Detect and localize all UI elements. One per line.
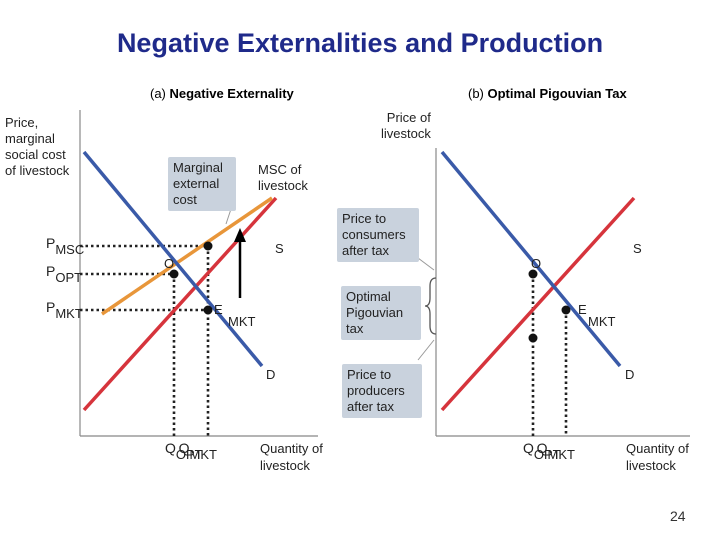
panel-b-demand-curve — [440, 150, 622, 368]
panel-b-e-point — [561, 305, 571, 315]
panel-a-p-mkt-label: PMKT — [46, 299, 83, 321]
panel-b-producer-price-point — [528, 333, 538, 343]
panel-a-subtitle-bold: Negative Externality — [169, 86, 294, 101]
panel-a-e-label: E — [214, 302, 223, 317]
slide-title: Negative Externalities and Production — [116, 28, 604, 58]
panel-b-subtitle: (b) Optimal Pigouvian Tax — [468, 86, 627, 101]
panel-b-y-axis-label: Price of livestock — [381, 110, 431, 142]
panel-a-supply-label: S — [275, 241, 284, 256]
panel-a-externality-arrowhead — [234, 228, 246, 242]
panel-b-x-axis-label: Quantity of livestock — [626, 440, 689, 474]
panel-a-e-point — [203, 305, 213, 315]
callout-consumers-line1: Price to — [342, 211, 387, 226]
panel-a-q-mkt-sub: MKT — [189, 447, 217, 462]
msc-label-line2: livestock — [258, 178, 308, 193]
p-mkt-main: P — [46, 299, 56, 315]
panel-a-y-label-line1: Price, — [5, 115, 39, 130]
p-mkt-sub: MKT — [55, 306, 83, 321]
callout-marginal-line2: external — [173, 176, 220, 191]
panel-b-tax-brace — [424, 277, 437, 335]
p-msc-sub: MSC — [55, 242, 85, 257]
panel-a-x-axis-label: Quantity of livestock — [260, 440, 323, 474]
panel-b-producers-pointer — [417, 339, 435, 361]
panel-b-x-label-line2: livestock — [626, 458, 676, 473]
panel-a-demand-curve — [82, 150, 264, 368]
callout-producers-line3: after tax — [347, 399, 394, 414]
panel-b-o-label: O — [531, 256, 542, 271]
panel-a-supply-curve — [82, 196, 278, 412]
panel-b-pigouvian-tax-callout: Optimal Pigouvian tax — [341, 286, 421, 340]
panel-a-demand-label: D — [266, 367, 276, 382]
panel-b-q1: Q — [523, 440, 534, 456]
panel-a-subtitle: (a) Negative Externality — [150, 86, 294, 101]
panel-b-consumers-pointer — [417, 257, 435, 271]
callout-marginal-line1: Marginal — [173, 160, 223, 175]
panel-a-msc-curve — [101, 196, 273, 316]
panel-b-x-label-line1: Quantity of — [626, 441, 689, 456]
p-msc-main: P — [46, 235, 56, 251]
panel-b-y-label-line2: livestock — [381, 126, 431, 141]
panel-a-marginal-external-cost-callout: Marginal external cost — [168, 157, 236, 211]
callout-producers-line2: producers — [347, 383, 405, 398]
panel-a-o-point — [169, 269, 179, 279]
callout-producers-line1: Price to — [347, 367, 392, 382]
p-opt-main: P — [46, 263, 56, 279]
panel-b-y-label-line1: Price of — [386, 110, 431, 125]
panel-a-y-label-line4: of livestock — [5, 163, 70, 178]
panel-a-q-labels: QOPTQMKT — [165, 440, 241, 462]
panel-a-y-label-line3: social cost — [5, 147, 66, 162]
panel-b-q-mkt-sub: MKT — [547, 447, 575, 462]
panel-b-e-label: E — [578, 302, 587, 317]
callout-tax-line3: tax — [346, 321, 364, 336]
callout-marginal-line3: cost — [173, 192, 197, 207]
panel-b-q-labels: QOPTQMKT — [523, 440, 599, 462]
panel-b-mkt-label: MKT — [588, 314, 616, 329]
panel-b-q2: Q — [536, 440, 548, 456]
callout-tax-line2: Pigouvian — [346, 305, 404, 320]
panel-a-p-msc-label: PMSC — [46, 235, 84, 257]
panel-a-subtitle-prefix: (a) — [150, 86, 170, 101]
panel-b-o-point — [528, 269, 538, 279]
callout-tax-line1: Optimal — [346, 289, 391, 304]
panel-a-p-opt-label: POPT — [46, 263, 82, 285]
panel-a-q1: Q — [165, 440, 176, 456]
panel-b-q-opt-sub: OPT — [533, 447, 561, 462]
panel-b-producers-price-callout: Price to producers after tax — [342, 364, 422, 418]
p-opt-sub: OPT — [55, 270, 83, 285]
panel-b-subtitle-bold: Optimal Pigouvian Tax — [487, 86, 627, 101]
page-number: 24 — [670, 508, 686, 524]
callout-consumers-line3: after tax — [342, 243, 389, 258]
panel-b-subtitle-prefix: (b) — [468, 86, 488, 101]
panel-b-consumers-price-callout: Price to consumers after tax — [337, 208, 419, 262]
panel-a-pmsc-point — [203, 241, 213, 251]
panel-a-q-opt-sub: OPT — [175, 447, 203, 462]
panel-a-x-label-line1: Quantity of — [260, 441, 323, 456]
panel-a-x-label-line2: livestock — [260, 458, 310, 473]
panel-b-supply-label: S — [633, 241, 642, 256]
panel-a-msc-label: MSC of livestock — [258, 162, 308, 194]
panel-b-supply-curve — [440, 196, 636, 412]
panel-b-demand-label: D — [625, 367, 635, 382]
panel-a-y-axis-label: Price, marginal social cost of livestock — [5, 115, 69, 179]
callout-consumers-line2: consumers — [342, 227, 406, 242]
panel-a-o-label: O — [164, 256, 175, 271]
msc-label-line1: MSC of — [258, 162, 302, 177]
panel-a-y-label-line2: marginal — [5, 131, 55, 146]
panel-a-q2: Q — [178, 440, 190, 456]
panel-a-mkt-label: MKT — [228, 314, 256, 329]
